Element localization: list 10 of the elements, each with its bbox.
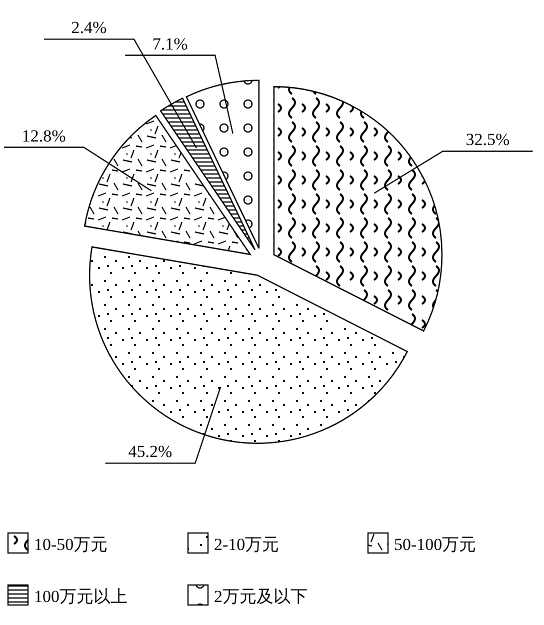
legend-label: 50-100万元 [394,535,476,554]
data-label: 45.2% [128,442,172,462]
data-label: 32.5% [466,130,510,150]
data-label: 12.8% [22,126,66,146]
legend-label: 10-50万元 [34,535,108,554]
legend-label: 100万元以上 [34,587,128,606]
legend-label: 2万元及以下 [214,587,308,606]
data-label: 7.1% [152,34,188,54]
data-label: 2.4% [71,18,107,38]
legend-label: 2-10万元 [214,535,280,554]
